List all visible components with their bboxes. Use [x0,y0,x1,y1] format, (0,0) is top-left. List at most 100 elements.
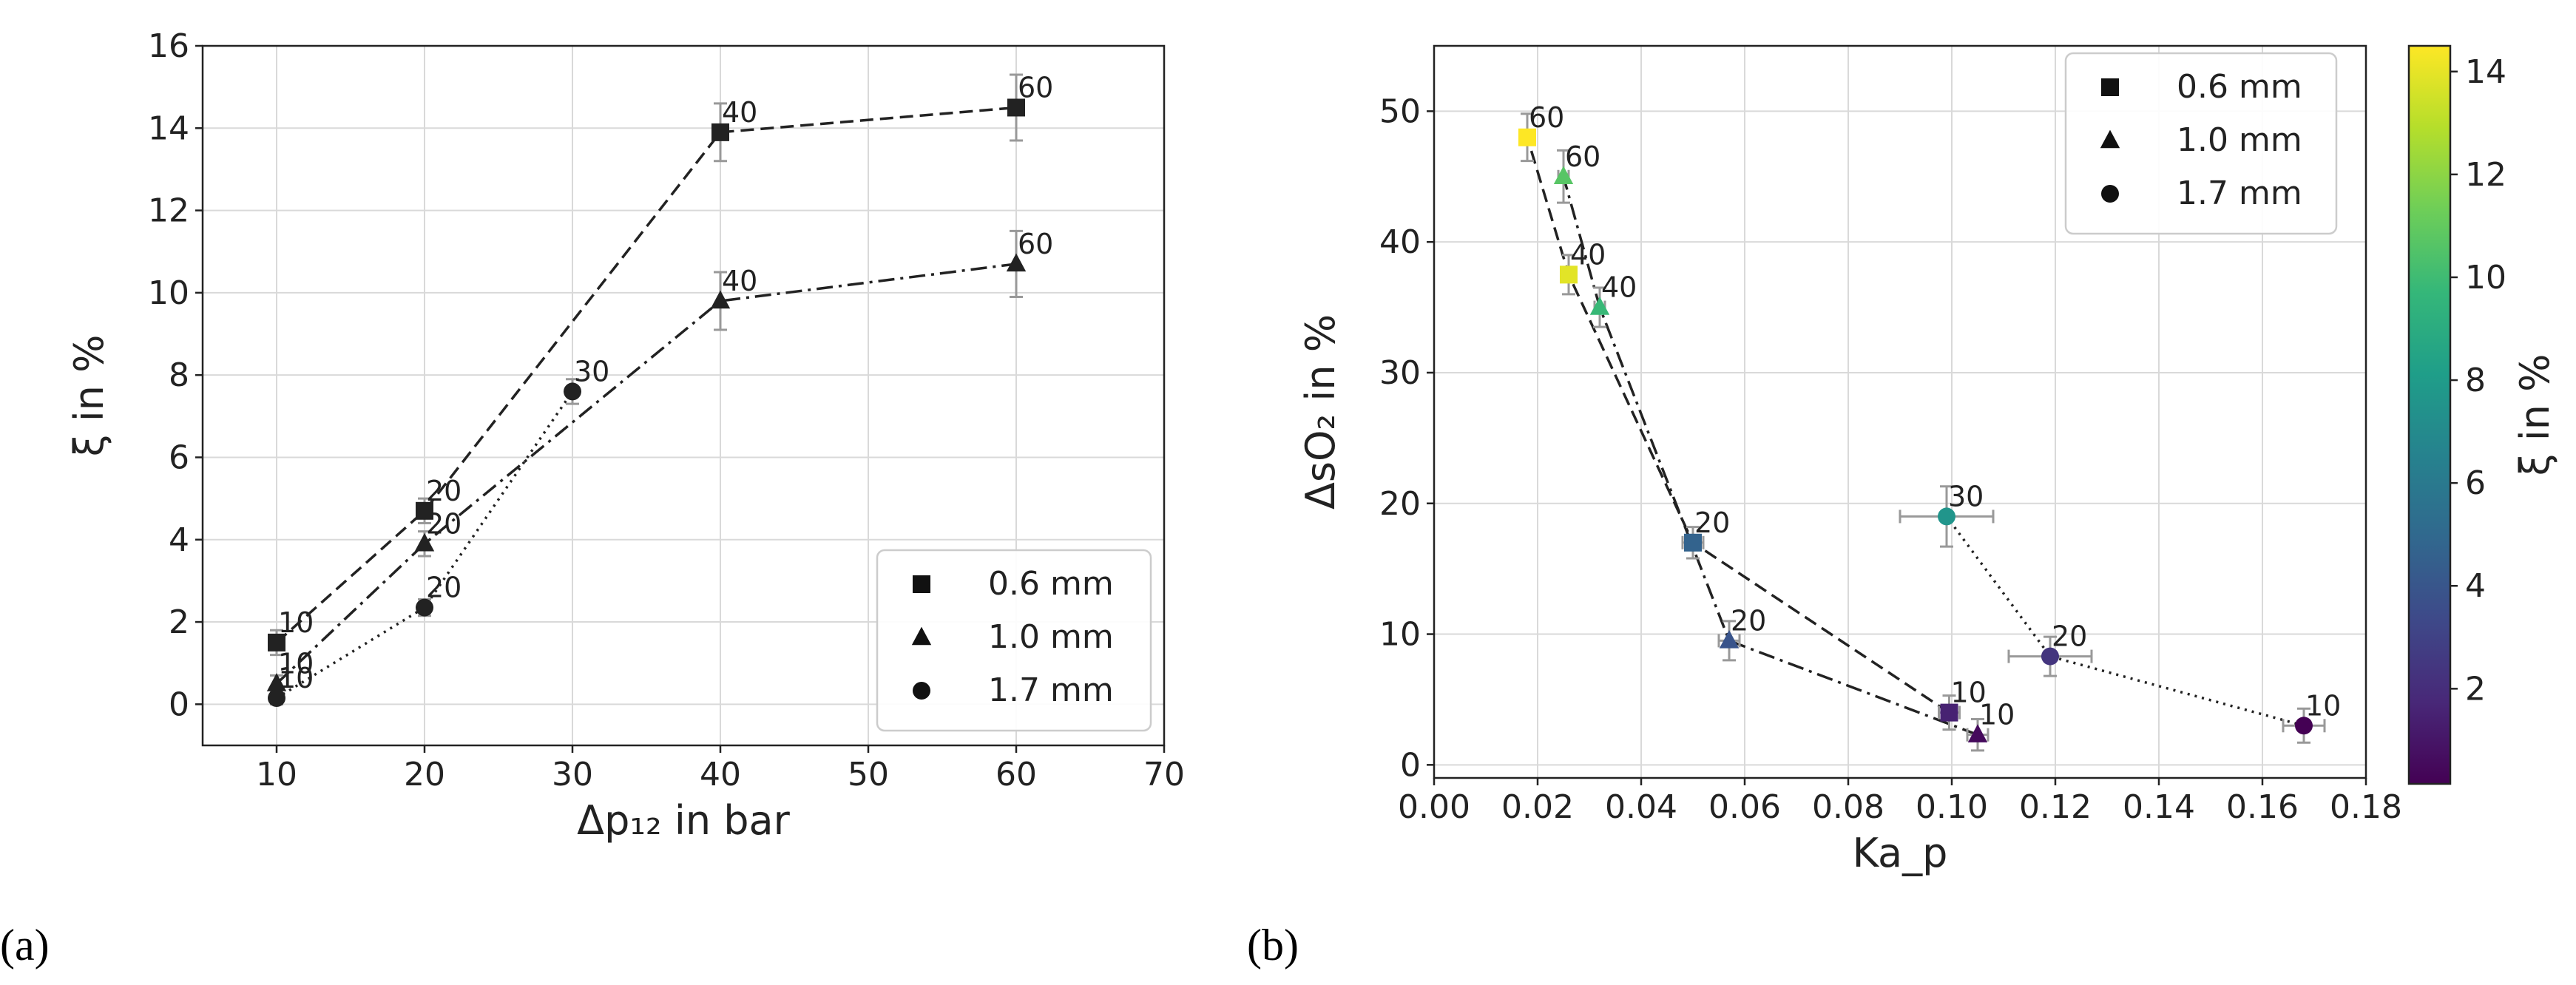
x-tick-label: 0.04 [1605,788,1677,826]
series-line-1.7-mm [1945,515,2305,727]
x-tick-label: 30 [552,756,593,793]
y-tick-label: 16 [148,27,189,65]
colorbar-label: ξ in % [2512,354,2558,476]
point-label: 60 [1529,101,1564,134]
point-label: 10 [278,662,314,694]
point-label: 30 [574,355,609,387]
x-axis-label-b: Ka_p [1853,830,1948,876]
x-tick-label: 0.10 [1916,788,1988,826]
point-label: 30 [1948,480,1984,512]
point-label: 40 [722,265,757,297]
point-label: 40 [1601,271,1637,304]
x-tick-label: 10 [256,756,297,793]
legend-label: 0.6 mm [988,565,1114,603]
y-tick-label: 4 [169,521,189,559]
grid-a [203,45,1165,745]
y-tick-label: 14 [148,109,189,147]
ticks-a: 10 20 30 40 50 60 70 0 2 4 6 8 10 12 14 16 [148,27,1185,793]
legend-label: 1.7 mm [2177,175,2302,212]
y-tick-label: 20 [1379,485,1421,523]
series-lines-b [1526,137,2305,737]
legend-marker-circle [2101,185,2119,203]
point-label: 10 [1951,677,1987,709]
colorbar-tick-label: 2 [2465,670,2486,708]
plot-frame-a [201,44,1166,747]
legend-box [2064,52,2338,235]
data-point-square [416,501,433,520]
legend-marker-triangle [2100,129,2120,149]
data-point-square [1684,533,1702,552]
panel-label-b: (b) [1247,921,1299,969]
legend-marker-square [913,575,930,593]
y-tick-label: 8 [169,356,189,394]
x-tick-label: 0.02 [1501,788,1574,826]
legend-label: 1.7 mm [988,671,1114,709]
point-label: 10 [2305,689,2341,722]
ticks-b: 0.00 0.02 0.04 0.06 0.08 0.10 0.12 0.14 0.16 0.18… [1379,92,2402,826]
colorbar-tick-label: 4 [2465,567,2486,605]
point-label: 20 [2052,620,2087,653]
data-point-triangle [1553,166,1574,184]
x-tick-label: 0.14 [2123,788,2195,826]
point-label: 40 [1570,238,1606,271]
y-tick-label: 50 [1379,92,1421,130]
x-tick-label: 0.06 [1708,788,1781,826]
point-label: 20 [426,475,462,507]
y-tick-label: 0 [1400,746,1421,784]
point-label: 60 [1018,228,1053,260]
point-label: 10 [278,606,314,639]
colorbar: 2 4 6 8 10 12 14 ξ in % [2407,44,2558,785]
data-point-circle [268,689,285,708]
point-label: 60 [1018,71,1053,104]
series-line-1.7-mm [276,390,574,700]
point-label: 20 [426,572,462,604]
data-point-triangle [1719,629,1740,649]
x-tick-label: 60 [995,756,1037,793]
data-point-circle [1938,507,1955,526]
data-point-square [1518,128,1536,146]
legend-b: 0.6 mm 1.0 mm 1.7 mm [2064,52,2338,235]
point-label: 10 [278,648,314,680]
chart-a: 10 20 40 60 10 20 40 60 10 20 30 10 20 30 40 50 60 70 0 2 4… [0,27,1185,969]
data-point-triangle [266,673,287,691]
y-tick-label: 40 [1379,223,1421,261]
data-point-square [1940,703,1958,722]
x-tick-label: 70 [1143,756,1185,793]
data-point-circle [2041,647,2059,666]
point-labels-a: 10 20 40 60 10 20 40 60 10 20 30 [278,71,1053,694]
colorbar-tick-label: 8 [2465,362,2486,399]
legend-label: 1.0 mm [2177,121,2302,159]
x-tick-label: 20 [404,756,445,793]
y-tick-label: 0 [169,686,189,723]
markers-a [266,98,1027,708]
data-point-square [1007,98,1025,117]
plot-frame-b [1433,44,2367,779]
y-tick-label: 6 [169,439,189,476]
x-tick-label: 50 [848,756,889,793]
legend-label: 0.6 mm [2177,68,2302,106]
legend-marker-circle [913,682,930,700]
legend-box [876,549,1152,732]
point-label: 20 [1694,507,1730,539]
data-point-circle [564,382,581,401]
data-point-triangle [1967,724,1988,742]
colorbar-tick-label: 10 [2465,259,2506,297]
y-axis-label-b: ΔsO₂ in % [1297,314,1344,510]
data-point-triangle [1589,297,1610,315]
series-line-1.0-mm [275,263,1017,685]
data-point-triangle [1006,253,1027,272]
legend-marker-triangle [911,626,932,646]
colorbar-tick-label: 14 [2465,53,2506,91]
data-point-triangle [710,290,731,309]
point-label: 20 [1731,604,1766,637]
point-labels-b: 10 20 40 60 10 20 40 60 10 20 30 [1529,101,2341,731]
data-point-circle [416,598,433,617]
point-label: 20 [426,507,462,540]
y-axis-label-a: ξ in % [66,335,112,457]
legend-label: 1.0 mm [988,618,1114,656]
data-point-square [1560,265,1578,284]
x-tick-label: 0.00 [1398,788,1470,826]
series-line-1.0-mm [1562,176,1978,737]
